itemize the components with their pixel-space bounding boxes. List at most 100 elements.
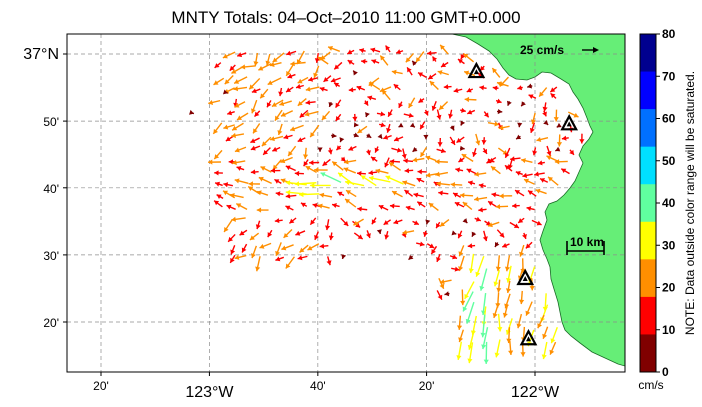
current-vector [213, 149, 223, 160]
current-vector [322, 158, 331, 167]
current-vector [290, 61, 306, 67]
current-vector [487, 121, 500, 127]
current-vector [303, 147, 309, 159]
current-vector [343, 159, 357, 165]
current-vector [222, 51, 236, 59]
current-vector [321, 110, 331, 121]
current-vector [458, 329, 465, 343]
current-vector [458, 157, 465, 163]
current-vector [439, 219, 450, 227]
current-vector [272, 52, 285, 63]
lat-label: 40' [43, 182, 59, 196]
current-vector [429, 80, 439, 91]
current-vector [458, 255, 465, 272]
current-vector [297, 255, 308, 261]
colorbar-note: NOTE: Data outside color range will be s… [683, 71, 697, 335]
current-vector [537, 314, 545, 329]
current-vector [435, 159, 448, 165]
current-vector [522, 172, 533, 178]
current-vector [438, 101, 449, 111]
current-vector [516, 313, 523, 329]
lat-label: 37°N [23, 46, 59, 63]
current-vector [233, 86, 248, 92]
current-vector [340, 156, 347, 163]
current-vector [478, 183, 487, 189]
current-vector [413, 192, 424, 198]
current-vector [391, 69, 403, 75]
current-vector [527, 83, 533, 89]
current-vector [554, 159, 568, 165]
current-vector [405, 53, 414, 63]
current-vector [247, 185, 260, 195]
current-vector [495, 204, 509, 210]
current-vector [481, 137, 487, 145]
current-vector [426, 243, 435, 249]
current-vector [431, 101, 437, 111]
current-vector [502, 304, 509, 318]
current-vector [279, 100, 292, 107]
current-vector [365, 112, 370, 118]
current-vector [258, 62, 272, 71]
current-vector [509, 221, 520, 229]
current-vector [255, 256, 261, 272]
current-vector [542, 102, 548, 112]
plot-frame [66, 33, 626, 373]
current-vector [312, 203, 321, 209]
current-vector [356, 85, 366, 91]
colorbar-tick-label: 80 [662, 27, 676, 41]
current-vector [320, 51, 331, 61]
current-vector [285, 165, 296, 172]
current-vector [234, 178, 249, 184]
current-vector [468, 253, 475, 274]
current-vector [398, 122, 404, 128]
current-vector [504, 164, 513, 172]
current-vector [368, 81, 381, 91]
current-vector [438, 190, 449, 196]
current-vector [549, 341, 557, 355]
current-vector [344, 180, 365, 187]
current-vector [393, 219, 403, 225]
lon-label: 20' [419, 379, 435, 393]
current-vector [325, 219, 331, 231]
current-vector [229, 254, 236, 264]
current-vector [214, 170, 223, 176]
current-vector [267, 77, 282, 86]
current-vector [303, 159, 309, 167]
current-vector [492, 302, 500, 319]
current-vector [523, 178, 535, 185]
current-vector [285, 193, 297, 199]
current-vector [232, 160, 246, 166]
current-vector [520, 101, 526, 107]
current-vector [240, 64, 256, 70]
current-vector [304, 110, 319, 117]
current-vector [435, 221, 441, 229]
current-vector [416, 201, 426, 208]
current-vector [456, 136, 465, 144]
colorbar-swatch [640, 184, 656, 223]
current-vector [504, 255, 511, 272]
scale-vector: 25 cm/s [520, 43, 599, 57]
current-vector [309, 124, 320, 138]
current-vector [531, 219, 542, 226]
current-vector [308, 76, 318, 82]
colorbar-tick-label: 40 [662, 196, 676, 210]
scale-bar-label: 10 km [570, 235, 604, 249]
current-vector [440, 61, 449, 68]
colorbar-swatch [640, 221, 656, 260]
current-vector [317, 56, 329, 65]
current-vector [416, 177, 425, 183]
current-vector [288, 217, 297, 224]
current-vector [231, 216, 246, 222]
map-plot-area: 25 cm/s 10 km [66, 33, 626, 373]
latitude-labels: 37°N 50' 40' 30' 20' [23, 46, 67, 330]
current-vector [275, 191, 284, 197]
current-vector [317, 147, 323, 152]
current-vector [401, 148, 407, 159]
current-vector [272, 146, 281, 152]
current-vector [297, 137, 306, 143]
current-vector [403, 112, 414, 118]
current-vector [405, 205, 415, 211]
colorbar-swatch [640, 259, 656, 298]
current-vector [341, 254, 347, 260]
current-vector [474, 171, 487, 177]
